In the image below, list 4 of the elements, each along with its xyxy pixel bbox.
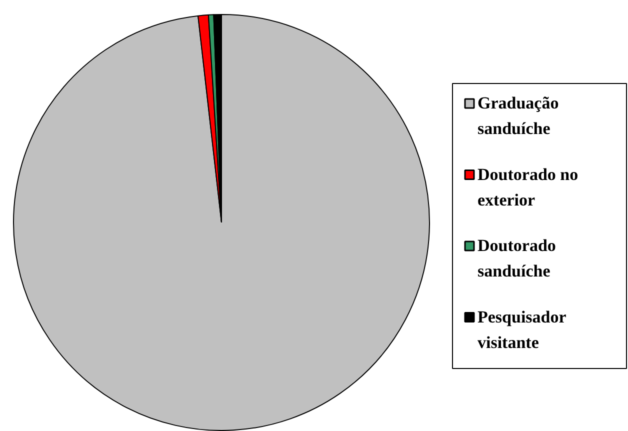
legend-label: Doutorado no exterior [478,164,578,210]
legend-label: Pesquisador visitante [478,307,567,352]
legend-label: Doutorado sanduíche [478,236,556,281]
legend-label: Graduação sanduíche [478,94,559,138]
